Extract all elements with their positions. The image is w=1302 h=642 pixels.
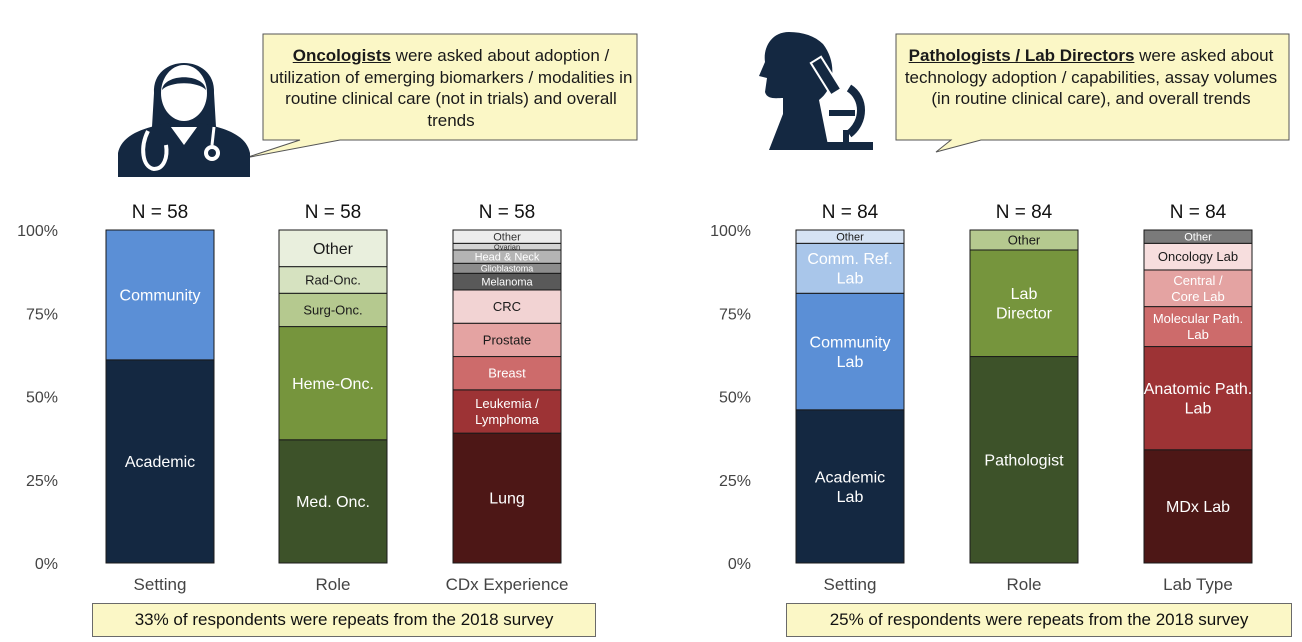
callout-bold-label: Pathologists / Lab Directors	[908, 46, 1135, 65]
pathologist-microscope-icon	[759, 32, 873, 150]
bar-segment-pathologist	[969, 356, 1079, 564]
bar-segment-surg-onc	[278, 292, 388, 328]
segment-label: Academic	[125, 454, 195, 471]
bar-segment-other	[452, 229, 562, 244]
segment-label: Comm. Ref. Lab	[807, 251, 892, 288]
segment-label: Leukemia / Lymphoma	[475, 396, 540, 427]
bar-segment-community	[105, 229, 215, 361]
bar-segment-mdx-lab	[1143, 449, 1253, 564]
category-label: Setting	[824, 575, 877, 594]
category-label: Role	[1007, 575, 1042, 594]
bar-segment-central-core-lab	[1143, 269, 1253, 308]
n-label: N = 84	[996, 202, 1053, 223]
segment-label: MDx Lab	[1166, 499, 1230, 516]
pathologist-panel: Pathologists / Lab Directors were asked …	[651, 0, 1302, 642]
bar-segment-med-onc	[278, 439, 388, 564]
segment-label: Academic Lab	[815, 469, 885, 506]
y-tick-label: 0%	[35, 556, 58, 573]
callout-bold-label: Oncologists	[292, 46, 391, 65]
bar-segment-breast	[452, 356, 562, 391]
segment-label: Anatomic Path. Lab	[1144, 381, 1253, 418]
segment-label: Oncology Lab	[1158, 249, 1238, 264]
segment-label: Molecular Path. Lab	[1153, 311, 1243, 342]
bar-segment-crc	[452, 289, 562, 324]
segment-label: Ovarian	[494, 242, 520, 251]
segment-label: Community	[120, 288, 201, 305]
oncologist-repeat-footnote: 33% of respondents were repeats from the…	[92, 603, 596, 637]
oncologist-stacked-bar-chart: 0% 25% 50% 75% 100% N = 58 Setting Academic Comm…	[17, 202, 569, 594]
segment-label: Central / Core Lab	[1171, 273, 1224, 304]
segment-label: Other	[1008, 233, 1041, 248]
bar-segment-other	[278, 229, 388, 268]
segment-label: Rad-Onc.	[305, 273, 361, 288]
category-label: CDx Experience	[446, 575, 569, 594]
pathologist-repeat-footnote: 25% of respondents were repeats from the…	[786, 603, 1292, 637]
bar-segment-academic-lab	[795, 409, 905, 564]
bar-segment-other	[795, 229, 905, 244]
category-label: Role	[316, 575, 351, 594]
n-label: N = 58	[479, 202, 536, 223]
bar-segment-prostate	[452, 322, 562, 358]
y-tick-label: 25%	[719, 473, 751, 490]
y-tick-label: 50%	[26, 390, 58, 407]
oncologist-callout: Oncologists were asked about adoption / …	[266, 45, 636, 131]
n-label: N = 84	[1170, 202, 1227, 223]
pathologist-callout: Pathologists / Lab Directors were asked …	[896, 45, 1286, 110]
segment-label: Community Lab	[810, 334, 891, 371]
oncologist-panel: Oncologists were asked about adoption / …	[17, 33, 638, 637]
segment-label: Other	[493, 232, 521, 244]
bar-segment-oncology-lab	[1143, 242, 1253, 271]
bar-segment-comm-ref-lab	[795, 242, 905, 294]
category-label: Setting	[134, 575, 187, 594]
callout-body-text: were asked about technology adoption / c…	[904, 46, 1278, 108]
y-tick-label: 100%	[17, 223, 58, 240]
y-tick-label: 75%	[26, 306, 58, 323]
y-tick-label: 50%	[719, 390, 751, 407]
y-tick-label: 100%	[710, 223, 751, 240]
bar-segment-molecular-path-lab	[1143, 306, 1253, 348]
bar-segment-lab-director	[969, 249, 1079, 358]
segment-label: Other	[313, 241, 354, 258]
segment-label: Lung	[489, 491, 525, 508]
segment-label: Lab Director	[996, 286, 1053, 323]
segment-label: Pathologist	[984, 452, 1064, 469]
y-tick-label: 75%	[719, 306, 751, 323]
segment-label: Melanoma	[481, 276, 533, 288]
segment-label: Other	[1184, 232, 1212, 244]
bar-segment-academic	[105, 359, 215, 564]
segment-label: Surg-Onc.	[303, 302, 362, 317]
oncologist-doctor-icon	[118, 63, 250, 177]
bar-segment-leukemia-lymphoma	[452, 389, 562, 434]
segment-label: Head & Neck	[475, 251, 540, 263]
n-label: N = 58	[132, 202, 189, 223]
pathologist-stacked-bar-chart: 0% 25% 50% 75% 100% N = 84 Setting Academic Lab C…	[710, 202, 1253, 594]
segment-label: Heme-Onc.	[292, 376, 374, 393]
segment-label: Glioblastoma	[481, 263, 534, 273]
bar-segment-lung	[452, 432, 562, 564]
category-label: Lab Type	[1163, 575, 1233, 594]
segment-label: Prostate	[483, 332, 531, 347]
bar-segment-other	[969, 229, 1079, 251]
bar-segment-heme-onc	[278, 326, 388, 441]
segment-label: Breast	[488, 366, 526, 381]
y-tick-label: 25%	[26, 473, 58, 490]
n-label: N = 84	[822, 202, 879, 223]
segment-label: Other	[836, 232, 864, 244]
y-tick-label: 0%	[728, 556, 751, 573]
callout-body-text: were asked about adoption / utilization …	[269, 46, 633, 130]
segment-label: CRC	[493, 299, 521, 314]
bar-segment-anatomic-path-lab	[1143, 346, 1253, 451]
segment-label: Med. Onc.	[296, 494, 370, 511]
bar-segment-community-lab	[795, 292, 905, 411]
n-label: N = 58	[305, 202, 362, 223]
bar-segment-other	[1143, 229, 1253, 244]
